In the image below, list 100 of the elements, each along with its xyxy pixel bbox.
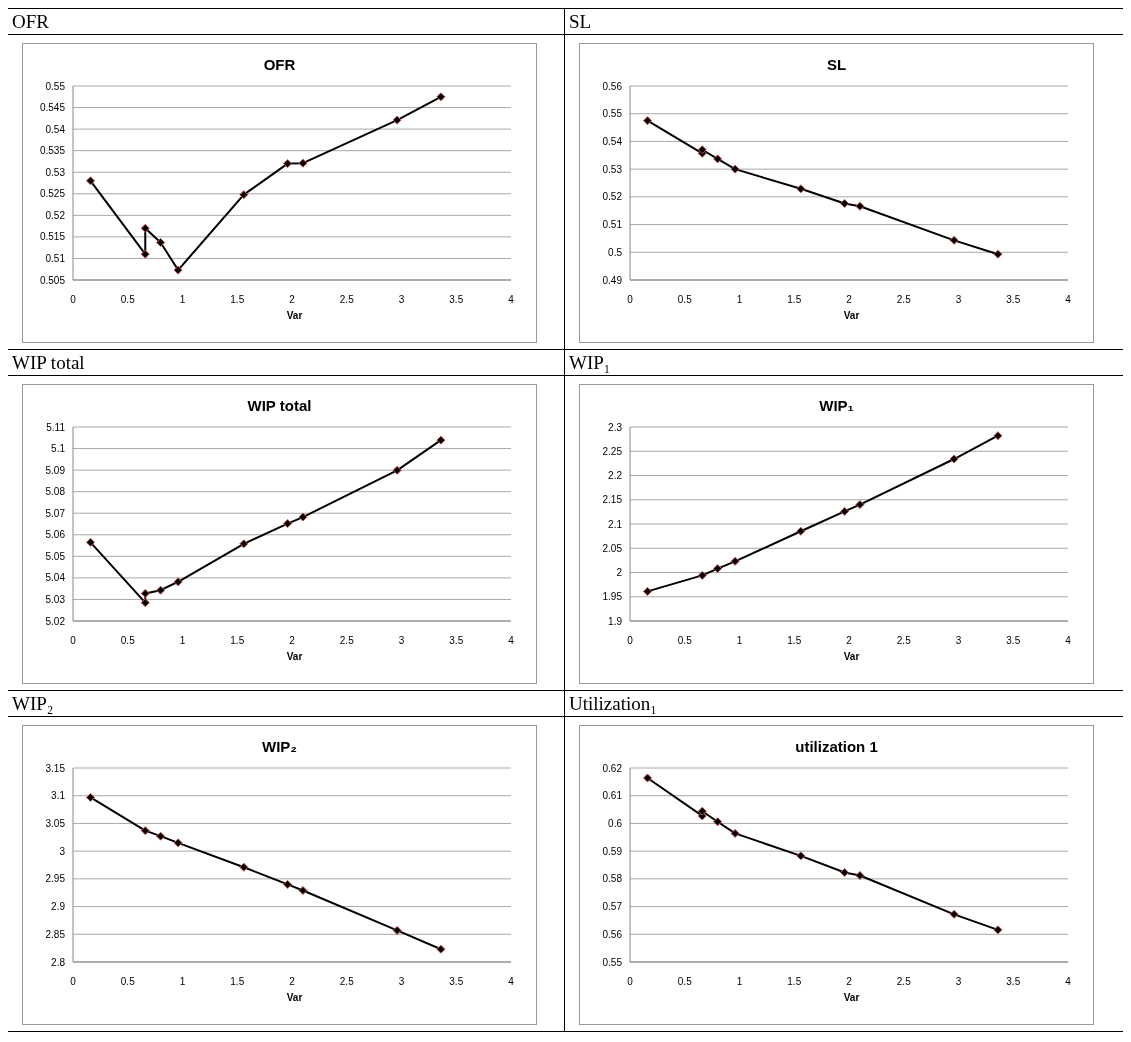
y-tick-label: 0.515 — [39, 231, 66, 243]
point — [855, 201, 865, 211]
x-tick-label: 0.5 — [120, 976, 136, 988]
point — [283, 159, 293, 169]
x-tick-label: 2 — [289, 635, 296, 647]
x-tick-label: 2.5 — [896, 294, 912, 306]
x-tick-label: 3 — [955, 635, 962, 647]
y-tick-label: 3.15 — [45, 762, 66, 774]
point — [86, 537, 96, 547]
text: OFR — [12, 11, 49, 32]
x-tick-label: 2 — [289, 976, 296, 988]
point — [140, 249, 150, 259]
x-tick-label: 2.5 — [896, 635, 912, 647]
x-tick-label: 0 — [70, 635, 77, 647]
x-axis-title: Var — [285, 651, 304, 662]
text: WIP total — [12, 352, 85, 373]
x-tick-label: 2.5 — [339, 294, 355, 306]
x-tick-label: 2.5 — [339, 635, 355, 647]
x-tick-label: 3.5 — [449, 635, 464, 647]
x-tick-label: 0 — [70, 294, 77, 306]
y-tick-label: 0.505 — [39, 274, 66, 286]
x-tick-label: 0 — [70, 976, 77, 988]
x-tick-label: 3.5 — [449, 294, 464, 306]
x-tick-label: 3 — [955, 976, 962, 988]
x-tick-label: 0.5 — [120, 635, 136, 647]
point — [713, 564, 723, 574]
y-tick-label: 0.6 — [608, 817, 623, 829]
point — [840, 506, 850, 516]
point — [949, 909, 959, 919]
point — [855, 500, 865, 510]
chart-title: SL — [825, 56, 848, 75]
y-tick-label: 0.525 — [39, 188, 66, 200]
chart-title: utilization 1 — [794, 738, 879, 757]
y-tick-label: 5.08 — [45, 486, 66, 498]
point — [283, 519, 293, 529]
y-tick-label: 0.52 — [602, 191, 623, 203]
point — [697, 570, 707, 580]
x-tick-label: 3 — [398, 976, 405, 988]
point — [239, 539, 249, 549]
y-tick-label: 2.05 — [602, 542, 623, 554]
y-tick-label: 1.9 — [608, 615, 623, 627]
x-tick-label: 2 — [289, 294, 296, 306]
point — [436, 944, 446, 954]
y-tick-label: 5.11 — [46, 421, 66, 433]
x-tick-label: 1.5 — [230, 976, 245, 988]
point — [392, 465, 402, 475]
x-tick-label: 3 — [398, 635, 405, 647]
x-tick-label: 1.5 — [230, 635, 245, 647]
y-tick-label: 0.51 — [45, 252, 66, 264]
x-tick-label: 2.5 — [896, 976, 912, 988]
y-tick-label: 0.59 — [602, 845, 623, 857]
x-tick-label: 3 — [955, 294, 962, 306]
point — [283, 879, 293, 889]
x-tick-label: 4 — [1065, 294, 1072, 306]
y-tick-label: 2.95 — [45, 873, 66, 885]
point — [436, 92, 446, 102]
point — [298, 512, 308, 522]
x-tick-label: 0 — [627, 294, 634, 306]
chart-title: WIP₁ — [818, 397, 855, 416]
y-tick-label: 2.9 — [51, 901, 66, 913]
x-tick-label: 0.5 — [677, 635, 693, 647]
y-tick-label: 0.54 — [45, 123, 66, 135]
point — [140, 223, 150, 233]
point — [730, 828, 740, 838]
x-tick-label: 0 — [627, 976, 634, 988]
point — [173, 838, 183, 848]
point — [713, 817, 723, 827]
x-tick-label: 1.5 — [787, 294, 802, 306]
point — [840, 867, 850, 877]
point — [156, 585, 166, 595]
y-tick-label: 0.55 — [602, 956, 623, 968]
point — [298, 158, 308, 168]
y-tick-label: 0.54 — [602, 135, 623, 147]
point — [643, 116, 653, 126]
x-axis-title: Var — [285, 992, 304, 1003]
y-tick-label: 0.61 — [602, 790, 623, 802]
text: WIP₁ — [569, 352, 611, 373]
y-tick-label: 0.56 — [602, 80, 623, 92]
point — [392, 115, 402, 125]
x-tick-label: 1 — [736, 635, 743, 647]
x-axis-title: Var — [285, 310, 304, 321]
point — [156, 831, 166, 841]
point — [796, 184, 806, 194]
y-tick-label: 0.53 — [45, 166, 66, 178]
x-tick-label: 0.5 — [120, 294, 136, 306]
point — [949, 235, 959, 245]
x-tick-label: 1.5 — [787, 976, 802, 988]
x-tick-label: 4 — [1065, 976, 1072, 988]
point — [993, 431, 1003, 441]
y-tick-label: 2.85 — [45, 928, 66, 940]
x-tick-label: 1.5 — [787, 635, 802, 647]
y-tick-label: 0.55 — [45, 80, 66, 92]
y-tick-label: 5.05 — [45, 550, 66, 562]
y-tick-label: 0.53 — [602, 163, 623, 175]
y-tick-label: 0.52 — [45, 209, 66, 221]
y-tick-label: 5.03 — [45, 593, 66, 605]
y-tick-label: 2.1 — [608, 518, 623, 530]
y-tick-label: 2.2 — [608, 470, 623, 482]
point — [993, 249, 1003, 259]
x-tick-label: 0 — [627, 635, 634, 647]
